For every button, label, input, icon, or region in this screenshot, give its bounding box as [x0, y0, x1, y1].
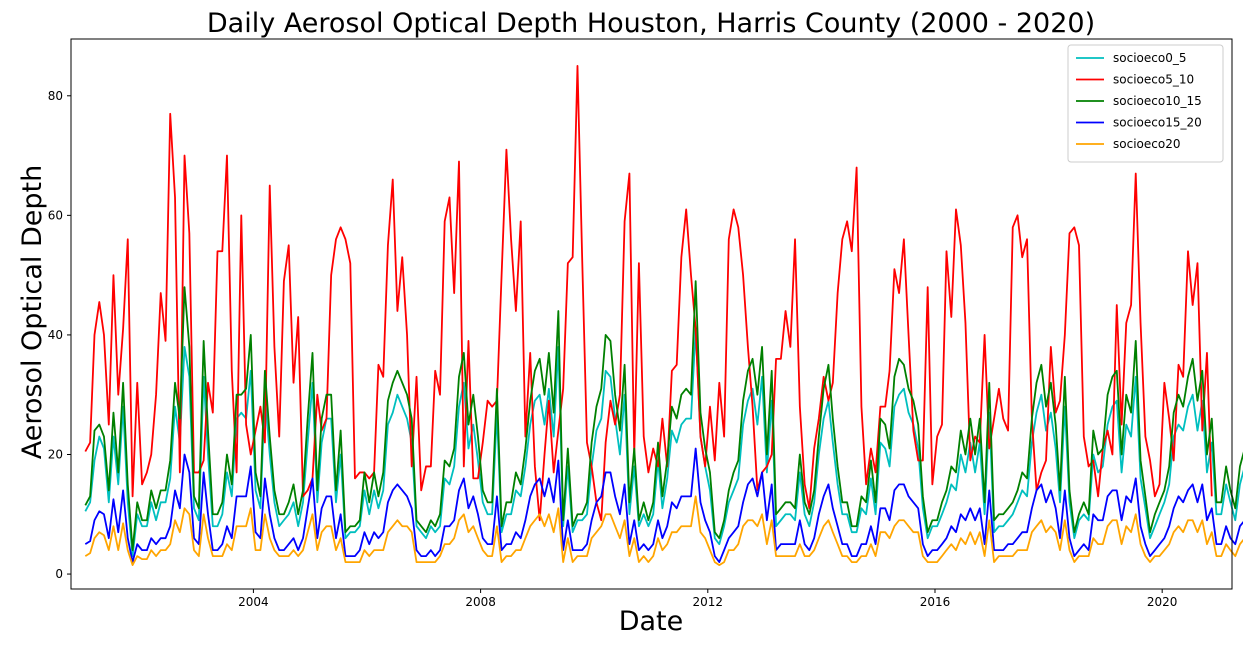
legend-box	[1067, 44, 1224, 163]
legend-label-socioeco10_15: socioeco10_15	[1113, 94, 1202, 108]
y-tick-label: 80	[48, 89, 63, 103]
legend-label-socioeco15_20: socioeco15_20	[1113, 116, 1202, 130]
axes-frame	[70, 38, 1233, 590]
y-tick-label: 20	[48, 447, 63, 461]
series-line-socioeco5_10	[84, 65, 1213, 522]
x-tick-label: 2012	[693, 595, 724, 609]
y-tick-label: 40	[48, 328, 63, 342]
x-tick-label: 2008	[465, 595, 496, 609]
series-line-socioeco10_15	[84, 280, 1243, 552]
legend-label-socioeco20: socioeco20	[1113, 137, 1180, 151]
series-line-socioeco20	[84, 495, 1243, 566]
y-axis-label: Aerosol Optical Depth	[17, 165, 48, 460]
series-line-socioeco15_20	[84, 447, 1243, 563]
y-axis-ticks: 0 20 40 60 80	[48, 89, 71, 581]
x-tick-label: 2020	[1147, 595, 1178, 609]
plot-area	[84, 65, 1243, 566]
x-axis-label: Date	[619, 606, 684, 637]
series-line-socioeco0_5	[84, 328, 1243, 558]
x-tick-label: 2016	[920, 595, 951, 609]
legend-label-socioeco0_5: socioeco0_5	[1113, 51, 1186, 65]
legend-label-socioeco5_10: socioeco5_10	[1113, 73, 1194, 87]
chart-title: Daily Aerosol Optical Depth Houston, Har…	[207, 8, 1095, 39]
x-axis-ticks: 2004 2008 2012 2016 2020	[238, 589, 1177, 609]
x-tick-label: 2004	[238, 595, 269, 609]
legend: socioeco0_5 socioeco5_10 socioeco10_15soci…	[1067, 44, 1224, 163]
y-tick-label: 0	[55, 567, 63, 581]
y-tick-label: 60	[48, 208, 63, 222]
